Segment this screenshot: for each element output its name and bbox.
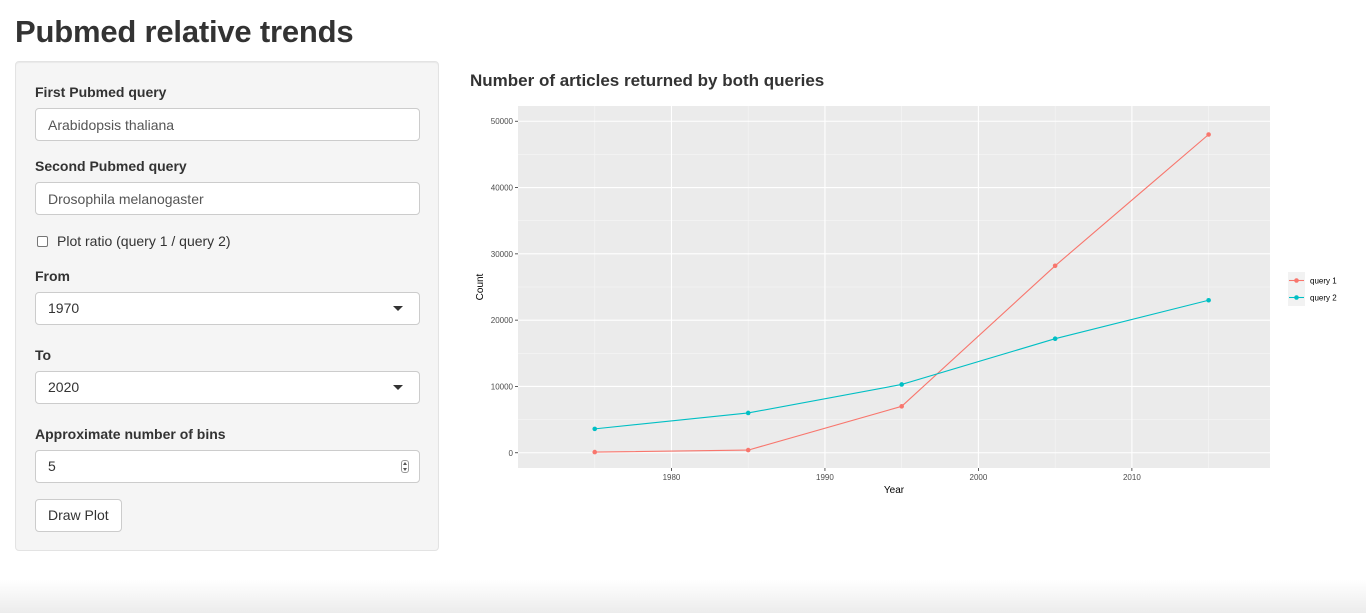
legend-label: query 2 <box>1310 294 1337 303</box>
query2-label: Second Pubmed query <box>35 158 187 174</box>
ratio-checkbox[interactable] <box>37 235 48 247</box>
x-tick-label: 2010 <box>1123 473 1141 482</box>
from-label: From <box>35 268 70 284</box>
y-tick-label: 0 <box>509 449 514 458</box>
ratio-checkbox-label: Plot ratio (query 1 / query 2) <box>57 233 231 249</box>
legend-point <box>1294 278 1299 283</box>
y-tick-label: 20000 <box>491 316 514 325</box>
data-point <box>745 410 751 416</box>
chevron-down-icon <box>393 306 403 311</box>
data-point <box>1052 263 1058 269</box>
query2-input[interactable] <box>35 182 420 215</box>
bins-value: 5 <box>48 458 56 474</box>
x-tick-label: 1990 <box>816 473 834 482</box>
data-point <box>592 426 598 432</box>
query1-label: First Pubmed query <box>35 84 167 100</box>
y-axis-title: Count <box>475 273 486 300</box>
y-tick-label: 40000 <box>491 184 514 193</box>
ratio-checkbox-row[interactable]: Plot ratio (query 1 / query 2) <box>37 232 231 250</box>
from-select[interactable]: 1970 <box>35 292 420 325</box>
to-label: To <box>35 347 52 363</box>
y-tick-label: 50000 <box>491 117 514 126</box>
page-title: Pubmed relative trends <box>15 14 354 49</box>
data-point <box>899 382 904 387</box>
query1-input[interactable] <box>35 108 420 141</box>
bins-label: Approximate number of bins <box>35 426 226 442</box>
data-point <box>1206 297 1211 303</box>
data-point <box>899 404 904 409</box>
bins-number-input[interactable]: 5 <box>35 450 420 483</box>
plot-title: Number of articles returned by both quer… <box>470 71 825 90</box>
sidebar-panel: First Pubmed query Second Pubmed query P… <box>15 61 439 551</box>
y-tick-label: 30000 <box>491 250 514 259</box>
y-tick-label: 10000 <box>491 382 514 391</box>
spinner-icon[interactable] <box>401 460 409 473</box>
from-select-value: 1970 <box>48 300 80 316</box>
legend-point <box>1294 295 1299 300</box>
data-point <box>745 447 751 453</box>
to-select-value: 2020 <box>48 379 80 395</box>
chevron-down-icon <box>393 385 403 390</box>
x-axis-title: Year <box>884 485 905 496</box>
draw-plot-button[interactable]: Draw Plot <box>35 499 122 532</box>
x-tick-label: 2000 <box>970 473 988 482</box>
x-tick-label: 1980 <box>663 473 681 482</box>
line-chart: 0 10000 20000 30000 40000 50000 1980 1990 2000 20… <box>475 106 1337 496</box>
data-point <box>1052 336 1058 342</box>
data-point <box>1206 132 1211 137</box>
to-select[interactable]: 2020 <box>35 371 420 404</box>
page-footer-shadow <box>0 580 1366 613</box>
data-point <box>592 449 598 455</box>
legend-label: query 1 <box>1310 277 1337 286</box>
